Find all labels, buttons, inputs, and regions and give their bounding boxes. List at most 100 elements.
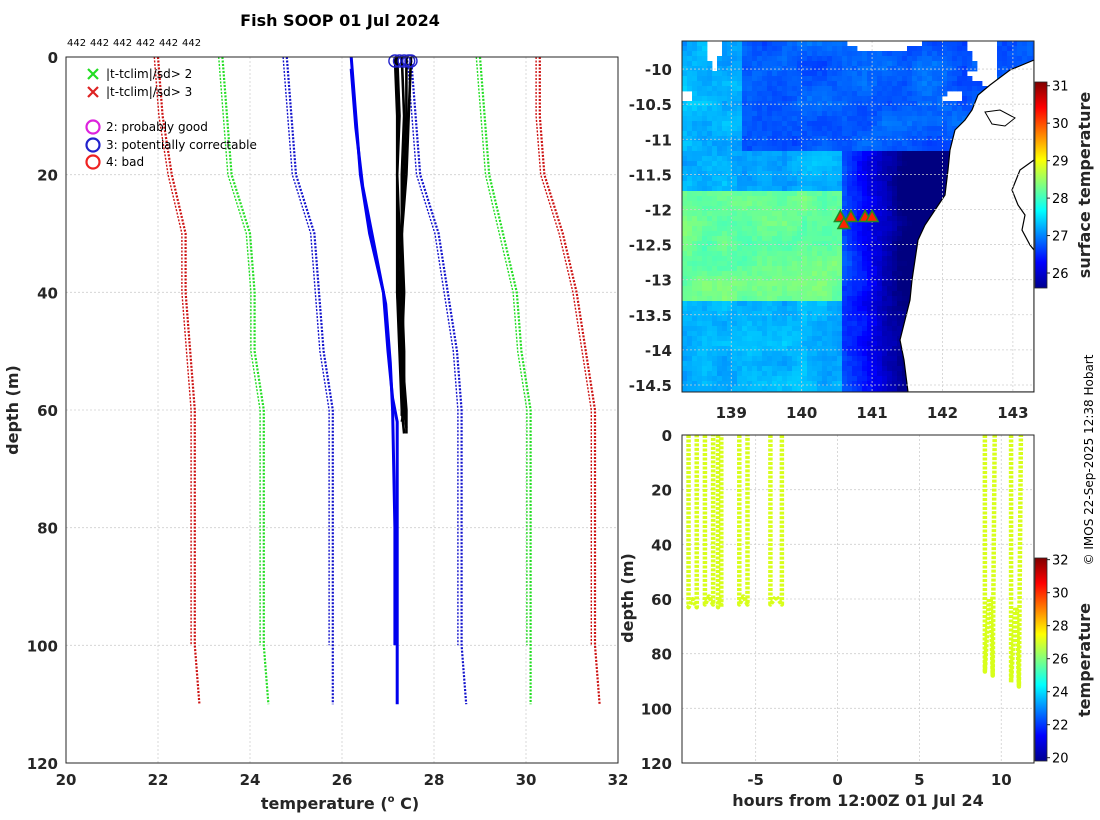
sst-cell bbox=[772, 291, 778, 297]
sst-cell bbox=[902, 306, 908, 312]
sst-cell bbox=[857, 116, 863, 122]
sst-cell bbox=[762, 251, 768, 257]
sst-cell bbox=[692, 91, 698, 97]
sst-cell bbox=[747, 281, 753, 287]
sst-cell bbox=[867, 336, 873, 342]
sst-cell bbox=[737, 346, 743, 352]
sst-cell bbox=[712, 86, 718, 92]
sst-cell bbox=[702, 306, 708, 312]
sst-cell bbox=[757, 276, 763, 282]
sst-cell bbox=[877, 201, 883, 207]
sst-cell bbox=[687, 341, 693, 347]
sst-cell bbox=[887, 76, 893, 82]
sst-cell bbox=[807, 121, 813, 127]
sst-cell bbox=[837, 336, 843, 342]
sst-cell bbox=[692, 201, 698, 207]
sst-cell bbox=[757, 381, 763, 387]
sst-cell bbox=[902, 206, 908, 212]
sst-cell bbox=[722, 316, 728, 322]
sst-cell bbox=[797, 336, 803, 342]
sst-cell bbox=[887, 246, 893, 252]
sst-cell bbox=[937, 61, 943, 67]
sst-cell bbox=[807, 191, 813, 197]
sst-cell bbox=[827, 326, 833, 332]
sst-cell bbox=[967, 91, 973, 97]
sst-cell bbox=[1017, 56, 1023, 62]
sst-cell bbox=[842, 66, 848, 72]
sst-cell bbox=[712, 291, 718, 297]
sst-cell bbox=[857, 246, 863, 252]
sst-cell bbox=[707, 141, 713, 147]
sst-cell bbox=[727, 106, 733, 112]
sst-cell bbox=[692, 111, 698, 117]
sst-cell bbox=[782, 176, 788, 182]
sst-cell bbox=[872, 71, 878, 77]
sst-cell bbox=[797, 71, 803, 77]
sst-cell bbox=[952, 111, 958, 117]
sst-cell bbox=[757, 161, 763, 167]
sst-cell bbox=[792, 306, 798, 312]
sst-cell bbox=[812, 136, 818, 142]
sst-cell bbox=[877, 351, 883, 357]
sst-cell bbox=[702, 366, 708, 372]
sst-cell bbox=[687, 361, 693, 367]
sst-cell bbox=[812, 71, 818, 77]
sst-cell bbox=[837, 376, 843, 382]
sst-cell bbox=[752, 201, 758, 207]
sst-cell bbox=[942, 131, 948, 137]
sst-cell bbox=[777, 121, 783, 127]
sst-cell bbox=[717, 286, 723, 292]
sst-cell bbox=[702, 361, 708, 367]
sst-cell bbox=[752, 196, 758, 202]
sst-cell bbox=[862, 326, 868, 332]
sst-cell bbox=[807, 91, 813, 97]
legend-item: 2: probably good bbox=[85, 119, 208, 135]
sst-cell bbox=[742, 41, 748, 47]
sst-cell bbox=[792, 266, 798, 272]
sst-cell bbox=[857, 196, 863, 202]
sst-cell bbox=[692, 286, 698, 292]
sst-cell bbox=[922, 176, 928, 182]
sst-cell bbox=[857, 331, 863, 337]
sst-cell bbox=[707, 111, 713, 117]
sst-cell bbox=[737, 146, 743, 152]
sst-cell bbox=[852, 121, 858, 127]
sst-cell bbox=[767, 106, 773, 112]
sst-cell bbox=[792, 211, 798, 217]
sst-cell bbox=[937, 161, 943, 167]
sst-cell bbox=[832, 306, 838, 312]
sst-cell bbox=[862, 181, 868, 187]
sst-cell bbox=[717, 191, 723, 197]
sst-cell bbox=[702, 161, 708, 167]
sst-cell bbox=[752, 71, 758, 77]
sst-cell bbox=[692, 151, 698, 157]
sst-cell bbox=[822, 291, 828, 297]
sst-cell bbox=[742, 101, 748, 107]
cast bbox=[982, 434, 997, 678]
sst-cell bbox=[787, 116, 793, 122]
sst-cell bbox=[737, 181, 743, 187]
climatology-lines bbox=[153, 56, 601, 705]
sst-cell bbox=[927, 76, 933, 82]
sst-cell bbox=[832, 361, 838, 367]
sst-cell bbox=[842, 296, 848, 302]
sst-cell bbox=[832, 91, 838, 97]
climatology-line bbox=[221, 56, 270, 705]
cast-trace bbox=[768, 435, 785, 607]
sst-cell bbox=[717, 196, 723, 202]
sst-cell bbox=[967, 76, 973, 82]
legend-label: 2: probably good bbox=[106, 120, 208, 134]
sst-cell bbox=[727, 286, 733, 292]
sst-cell bbox=[737, 96, 743, 102]
sst-cell bbox=[697, 111, 703, 117]
sst-cell bbox=[967, 51, 973, 57]
sst-cell bbox=[717, 361, 723, 367]
sst-cell bbox=[842, 61, 848, 67]
sst-cell bbox=[892, 151, 898, 157]
sst-cell bbox=[782, 186, 788, 192]
sst-cell bbox=[832, 141, 838, 147]
sst-cell bbox=[917, 161, 923, 167]
sst-cell bbox=[767, 191, 773, 197]
sst-cell bbox=[832, 301, 838, 307]
sst-cell bbox=[777, 191, 783, 197]
